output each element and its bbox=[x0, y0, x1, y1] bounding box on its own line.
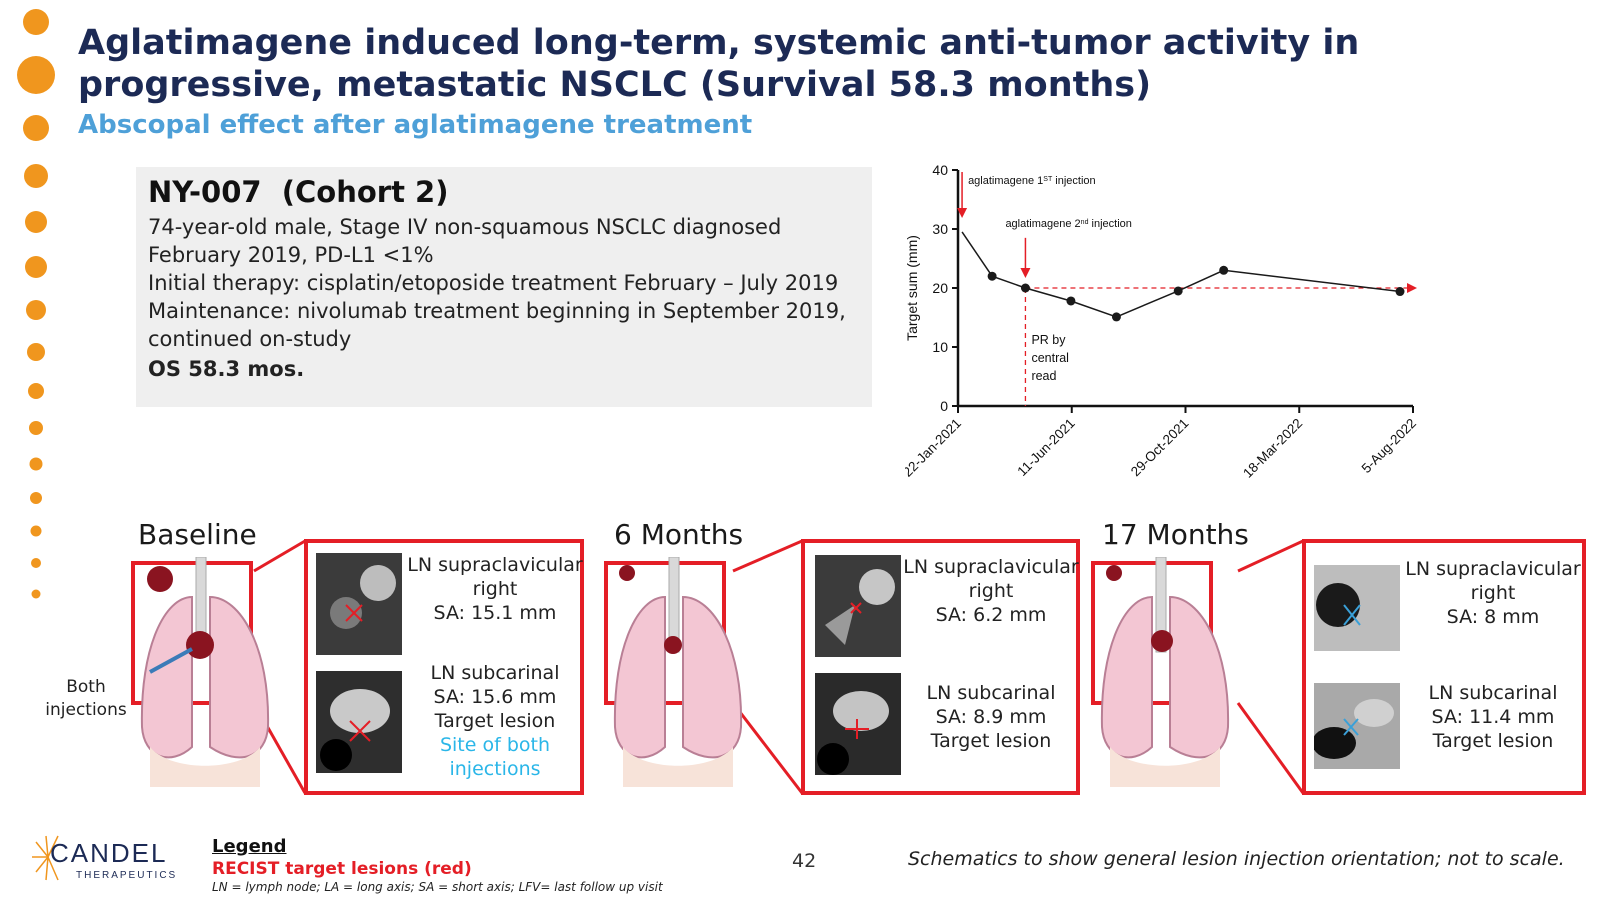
panel-label-6-months: 6 Months bbox=[614, 518, 744, 551]
ct-scan-image bbox=[815, 555, 901, 657]
x-tick-label: 22-Jan-2021 bbox=[905, 416, 964, 480]
lung-schematic-17-months bbox=[1091, 557, 1230, 787]
ln-supraclavicular-text: LN supraclavicular right SA: 8 mm bbox=[1400, 557, 1586, 629]
legend-recist: RECIST target lesions (red) bbox=[212, 859, 472, 879]
y-tick-label: 40 bbox=[932, 162, 948, 178]
data-point bbox=[1219, 265, 1229, 275]
data-point bbox=[1066, 296, 1076, 306]
ct-scan-image bbox=[815, 673, 901, 775]
text-line: LN subcarinal bbox=[430, 662, 560, 684]
case-summary-box: NY-007 (Cohort 2) 74-year-old male, Stag… bbox=[136, 167, 872, 407]
y-tick-label: 30 bbox=[932, 221, 948, 237]
case-title: NY-007 (Cohort 2) bbox=[148, 175, 449, 209]
case-line: Initial therapy: cisplatin/etoposide tre… bbox=[148, 271, 839, 295]
ln-subcarinal-text: LN subcarinal SA: 11.4 mm Target lesion bbox=[1400, 681, 1586, 753]
text-line: LN supraclavicular bbox=[407, 554, 583, 576]
case-line: Maintenance: nivolumab treatment beginni… bbox=[148, 299, 846, 351]
panel-label-baseline: Baseline bbox=[138, 518, 257, 551]
text-line: SA: 8 mm bbox=[1446, 606, 1540, 628]
ct-scan-image bbox=[1314, 683, 1400, 769]
target-sum-chart: 0 10 20 30 40 22-Jan-2021 11-Jun-2021 29-Oct-20… bbox=[905, 162, 1420, 481]
ln-supraclavicular-text: LN supraclavicular right SA: 6.2 mm bbox=[903, 555, 1079, 627]
panel-label-17-months: 17 Months bbox=[1102, 518, 1249, 551]
text-line: LN supraclavicular bbox=[903, 556, 1079, 578]
slide-title: Aglatimagene induced long-term, systemic… bbox=[78, 23, 1360, 105]
data-point bbox=[1173, 286, 1183, 296]
response-label: central bbox=[1031, 351, 1069, 365]
first-injection-label: aglatimagene 1ST injection bbox=[968, 175, 1096, 187]
x-tick-label: 29-Oct-2021 bbox=[1128, 416, 1192, 480]
ln-subcarinal-text: LN subcarinal SA: 8.9 mm Target lesion bbox=[903, 681, 1079, 753]
text-line: Target lesion bbox=[1432, 730, 1554, 752]
y-tick-label: 10 bbox=[932, 339, 948, 355]
text-line: LN subcarinal bbox=[926, 682, 1056, 704]
second-injection-label: aglatimagene 2nd injection bbox=[1005, 218, 1131, 230]
decorative-dots bbox=[17, 9, 55, 599]
text-line: SA: 15.6 mm bbox=[433, 686, 557, 708]
schematic-footnote: Schematics to show general lesion inject… bbox=[908, 848, 1565, 870]
text-line: SA: 8.9 mm bbox=[935, 706, 1047, 728]
lung-schematic-6-months bbox=[604, 557, 743, 787]
ct-scan-image bbox=[316, 671, 402, 773]
data-point bbox=[1020, 283, 1030, 293]
detail-box-6-months: LN supraclavicular right SA: 6.2 mm LN s… bbox=[801, 539, 1080, 795]
candel-logo: CANDEL THERAPEUTICS bbox=[32, 835, 177, 881]
text-line: LN subcarinal bbox=[1428, 682, 1558, 704]
slide-subtitle: Abscopal effect after aglatimagene treat… bbox=[78, 110, 753, 140]
text-line: SA: 15.1 mm bbox=[433, 602, 557, 624]
case-outcome: OS 58.3 mos. bbox=[148, 357, 305, 381]
series-line bbox=[961, 231, 1401, 318]
ln-supraclavicular-text: LN supraclavicular right SA: 15.1 mm bbox=[406, 553, 584, 625]
data-point bbox=[1111, 312, 1121, 322]
legend-title: Legend bbox=[212, 836, 287, 857]
x-tick-label: 18-Mar-2022 bbox=[1240, 416, 1305, 481]
injection-label: Both injections bbox=[42, 676, 130, 722]
case-details: 74-year-old male, Stage IV non-squamous … bbox=[148, 213, 868, 383]
injection-site-note: injections bbox=[449, 758, 541, 780]
lung-schematic-baseline bbox=[131, 557, 270, 787]
injection-site-note: Site of both bbox=[439, 734, 551, 756]
ln-subcarinal-text: LN subcarinal SA: 15.6 mm Target lesion … bbox=[406, 661, 584, 781]
data-point bbox=[1395, 287, 1405, 297]
response-label: read bbox=[1031, 369, 1056, 383]
text-line: LN supraclavicular bbox=[1405, 558, 1581, 580]
page-number: 42 bbox=[792, 850, 817, 872]
text-line: SA: 11.4 mm bbox=[1431, 706, 1555, 728]
injection-label-line: Both bbox=[66, 677, 106, 697]
y-tick-label: 20 bbox=[932, 280, 948, 296]
injection-label-line: injections bbox=[45, 700, 127, 720]
x-tick-label: 5-Aug-2022 bbox=[1359, 416, 1420, 477]
case-line: 74-year-old male, Stage IV non-squamous … bbox=[148, 215, 782, 267]
ct-scan-image bbox=[1314, 565, 1400, 651]
y-tick-label: 0 bbox=[940, 398, 948, 414]
legend-abbreviations: LN = lymph node; LA = long axis; SA = sh… bbox=[212, 880, 663, 894]
y-axis-label: Target sum (mm) bbox=[905, 235, 920, 341]
text-line: right bbox=[472, 578, 518, 600]
ct-scan-image bbox=[316, 553, 402, 655]
x-tick-label: 11-Jun-2021 bbox=[1014, 416, 1078, 480]
response-label: PR by bbox=[1031, 333, 1066, 347]
text-line: SA: 6.2 mm bbox=[935, 604, 1047, 626]
data-point bbox=[987, 271, 997, 281]
logo-subtext: THERAPEUTICS bbox=[76, 870, 177, 881]
detail-box-baseline: LN supraclavicular right SA: 15.1 mm LN … bbox=[304, 539, 584, 795]
detail-box-17-months: LN supraclavicular right SA: 8 mm LN sub… bbox=[1302, 539, 1586, 795]
text-line: right bbox=[968, 580, 1014, 602]
text-line: right bbox=[1470, 582, 1516, 604]
text-line: Target lesion bbox=[930, 730, 1052, 752]
text-line: Target lesion bbox=[434, 710, 556, 732]
logo-text: CANDEL bbox=[50, 838, 167, 868]
